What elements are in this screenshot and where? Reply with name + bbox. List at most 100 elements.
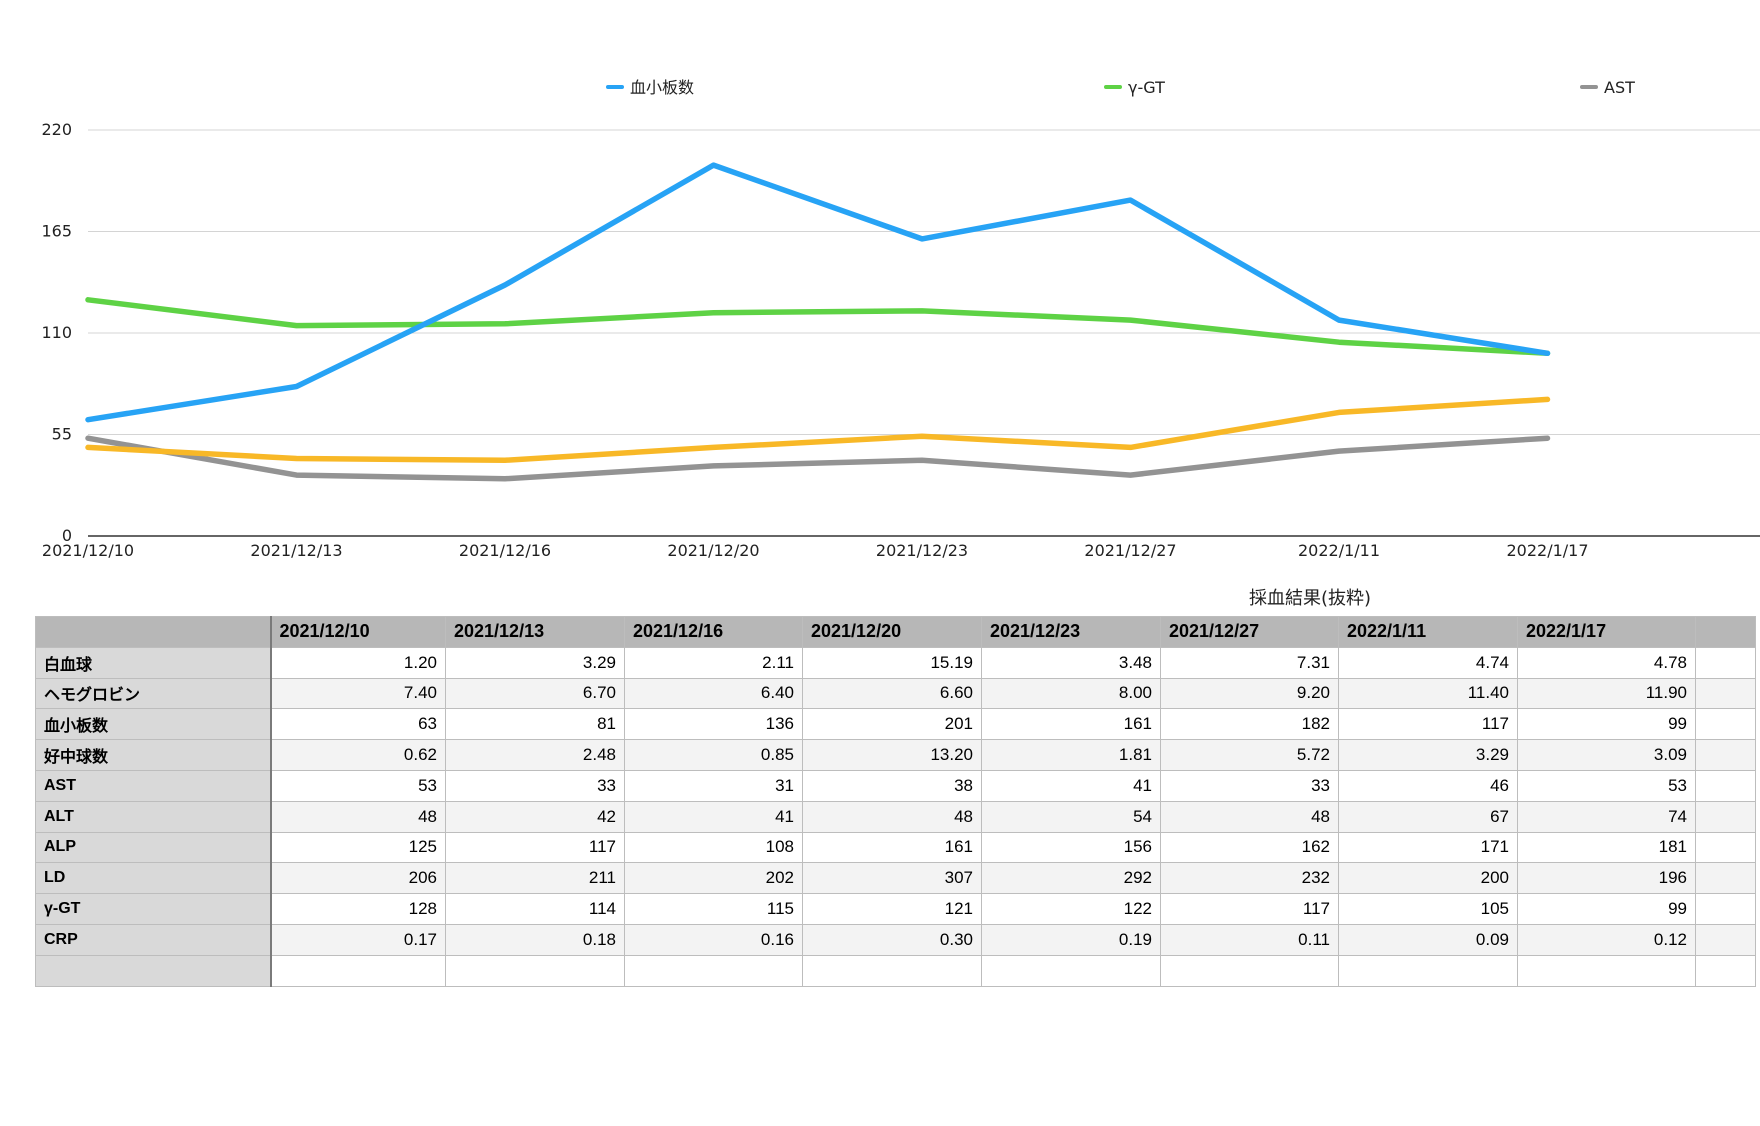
table-cell[interactable]: 99 <box>1517 893 1696 925</box>
table-cell[interactable]: 114 <box>445 893 625 925</box>
table-cell[interactable]: 161 <box>802 831 982 864</box>
table-cell[interactable]: 115 <box>624 893 803 925</box>
table-cell[interactable] <box>624 954 803 987</box>
table-cell[interactable]: 6.60 <box>802 677 982 710</box>
table-cell[interactable]: 117 <box>1160 893 1339 925</box>
table-cell[interactable]: 48 <box>802 800 982 833</box>
table-cell[interactable]: 46 <box>1338 769 1518 802</box>
table-cell[interactable]: 42 <box>445 800 625 833</box>
table-cell[interactable]: 117 <box>1338 708 1518 741</box>
table-cell[interactable]: 0.12 <box>1517 923 1696 956</box>
table-cell[interactable]: 6.70 <box>445 677 625 710</box>
table-cell[interactable] <box>1338 954 1518 987</box>
table-cell[interactable]: 0.18 <box>445 923 625 956</box>
table-cell-empty[interactable] <box>1695 769 1756 802</box>
table-cell-empty[interactable] <box>1695 862 1756 895</box>
table-cell[interactable]: 6.40 <box>624 677 803 710</box>
table-cell[interactable]: 74 <box>1517 800 1696 833</box>
table-cell[interactable]: 202 <box>624 862 803 895</box>
table-cell[interactable]: 38 <box>802 769 982 802</box>
table-cell[interactable]: 63 <box>270 708 446 741</box>
table-cell[interactable]: 41 <box>624 800 803 833</box>
table-cell[interactable]: 1.20 <box>270 646 446 679</box>
table-cell[interactable]: 162 <box>1160 831 1339 864</box>
table-cell[interactable]: 13.20 <box>802 739 982 771</box>
y-tick-label: 165 <box>41 222 72 241</box>
table-cell[interactable] <box>802 954 982 987</box>
table-cell[interactable]: 33 <box>1160 769 1339 802</box>
table-cell[interactable]: 181 <box>1517 831 1696 864</box>
table-cell-empty[interactable] <box>1695 831 1756 864</box>
table-cell[interactable] <box>270 954 446 987</box>
table-cell-empty[interactable] <box>1695 646 1756 679</box>
table-cell[interactable]: 0.85 <box>624 739 803 771</box>
table-cell[interactable]: 5.72 <box>1160 739 1339 771</box>
table-cell[interactable]: 3.29 <box>445 646 625 679</box>
table-cell[interactable]: 1.81 <box>981 739 1161 771</box>
table-cell[interactable]: 3.48 <box>981 646 1161 679</box>
table-cell[interactable]: 182 <box>1160 708 1339 741</box>
table-cell[interactable]: 196 <box>1517 862 1696 895</box>
table-cell[interactable]: 105 <box>1338 893 1518 925</box>
table-cell[interactable]: 31 <box>624 769 803 802</box>
table-cell[interactable]: 136 <box>624 708 803 741</box>
table-cell[interactable]: 128 <box>270 893 446 925</box>
table-cell[interactable]: 0.09 <box>1338 923 1518 956</box>
table-cell[interactable]: 0.30 <box>802 923 982 956</box>
table-cell[interactable]: 4.78 <box>1517 646 1696 679</box>
table-cell[interactable]: 292 <box>981 862 1161 895</box>
table-cell[interactable]: 67 <box>1338 800 1518 833</box>
table-cell[interactable]: 0.16 <box>624 923 803 956</box>
table-cell[interactable] <box>981 954 1161 987</box>
table-cell[interactable] <box>1160 954 1339 987</box>
table-cell[interactable]: 232 <box>1160 862 1339 895</box>
table-cell[interactable]: 33 <box>445 769 625 802</box>
table-cell[interactable]: 53 <box>270 769 446 802</box>
table-cell[interactable]: 11.90 <box>1517 677 1696 710</box>
table-cell[interactable]: 3.09 <box>1517 739 1696 771</box>
table-cell[interactable] <box>445 954 625 987</box>
table-cell[interactable]: 201 <box>802 708 982 741</box>
table-cell[interactable]: 54 <box>981 800 1161 833</box>
table-cell[interactable]: 211 <box>445 862 625 895</box>
table-cell-empty[interactable] <box>1695 708 1756 741</box>
table-cell[interactable]: 9.20 <box>1160 677 1339 710</box>
table-cell[interactable]: 7.31 <box>1160 646 1339 679</box>
table-cell-empty[interactable] <box>1695 739 1756 771</box>
table-cell[interactable]: 2.48 <box>445 739 625 771</box>
table-cell[interactable]: 48 <box>1160 800 1339 833</box>
table-cell[interactable]: 156 <box>981 831 1161 864</box>
table-cell[interactable]: 200 <box>1338 862 1518 895</box>
table-cell[interactable]: 8.00 <box>981 677 1161 710</box>
table-cell[interactable]: 125 <box>270 831 446 864</box>
table-cell[interactable]: 99 <box>1517 708 1696 741</box>
table-cell[interactable]: 3.29 <box>1338 739 1518 771</box>
table-cell-empty[interactable] <box>1695 677 1756 710</box>
table-cell[interactable]: 0.62 <box>270 739 446 771</box>
table-cell[interactable]: 0.19 <box>981 923 1161 956</box>
table-cell[interactable]: 0.17 <box>270 923 446 956</box>
table-cell[interactable]: 0.11 <box>1160 923 1339 956</box>
table-cell[interactable]: 2.11 <box>624 646 803 679</box>
table-cell[interactable]: 11.40 <box>1338 677 1518 710</box>
table-cell[interactable]: 15.19 <box>802 646 982 679</box>
table-cell[interactable]: 171 <box>1338 831 1518 864</box>
table-cell[interactable]: 41 <box>981 769 1161 802</box>
table-cell-empty[interactable] <box>1695 923 1756 956</box>
table-cell[interactable]: 206 <box>270 862 446 895</box>
table-cell[interactable]: 121 <box>802 893 982 925</box>
table-cell[interactable]: 53 <box>1517 769 1696 802</box>
table-cell[interactable]: 161 <box>981 708 1161 741</box>
table-cell-empty[interactable] <box>1695 893 1756 925</box>
table-cell[interactable]: 81 <box>445 708 625 741</box>
table-cell[interactable]: 117 <box>445 831 625 864</box>
table-cell[interactable] <box>1517 954 1696 987</box>
table-cell[interactable]: 48 <box>270 800 446 833</box>
table-cell[interactable]: 307 <box>802 862 982 895</box>
table-cell[interactable]: 108 <box>624 831 803 864</box>
table-cell[interactable]: 4.74 <box>1338 646 1518 679</box>
table-cell-empty[interactable] <box>1695 800 1756 833</box>
table-cell-empty[interactable] <box>1695 954 1756 987</box>
table-cell[interactable]: 7.40 <box>270 677 446 710</box>
table-cell[interactable]: 122 <box>981 893 1161 925</box>
